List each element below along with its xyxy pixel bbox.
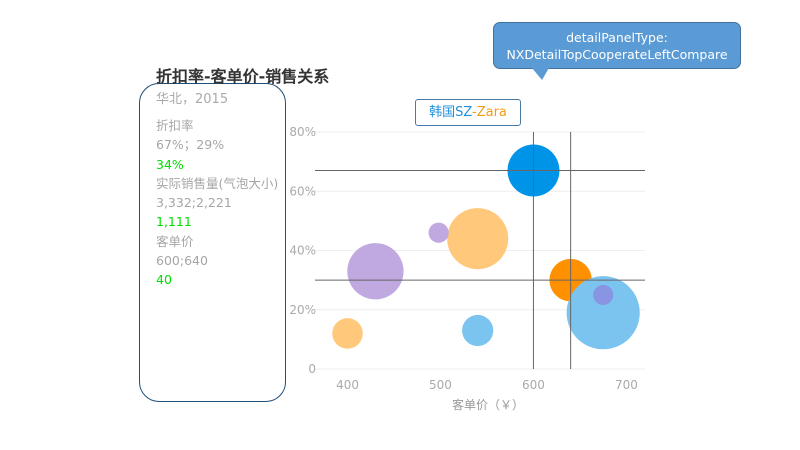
tick-layer: 0 20% 40% 60% 80% 400 500 600 700 [289, 125, 638, 392]
bubble[interactable] [332, 318, 363, 349]
y-tick-label: 80% [289, 125, 316, 139]
bubble[interactable] [428, 222, 449, 243]
x-tick-label: 500 [429, 378, 452, 392]
detail-panel [139, 83, 286, 402]
y-tick-label: 20% [289, 303, 316, 317]
bubble[interactable] [347, 243, 404, 300]
discount-rate-values: 67%；29% [156, 137, 225, 153]
chart-subtitle: 华北，2015 [156, 92, 229, 107]
legend[interactable]: 韩国SZ-Zara [415, 99, 521, 126]
callout-tail [532, 68, 549, 80]
detail-panel-type-callout: detailPanelType: NXDetailTopCooperateLef… [493, 22, 741, 69]
bubble[interactable] [462, 314, 494, 347]
callout-line-2: NXDetailTopCooperateLeftCompare [506, 47, 728, 62]
y-tick-label: 60% [289, 184, 316, 198]
x-tick-label: 600 [522, 378, 545, 392]
bubble[interactable] [447, 208, 509, 270]
x-tick-label: 400 [336, 378, 359, 392]
bubble[interactable] [566, 276, 640, 350]
discount-rate-label: 折扣率 [156, 118, 194, 133]
chart-title: 折扣率-客单价-销售关系 [156, 67, 330, 86]
detail-list: 折扣率 67%；29% 34% 实际销售量(气泡大小) 3,332;2,221 … [156, 116, 278, 290]
unit-price-values: 600;640 [156, 253, 208, 269]
sales-volume-values: 3,332;2,221 [156, 195, 232, 211]
crosshair-layer [315, 132, 645, 369]
legend-separator: - [472, 105, 477, 120]
x-tick-label: 700 [615, 378, 638, 392]
bubble[interactable] [593, 284, 614, 306]
unit-price-diff: 40 [156, 272, 172, 288]
legend-series-a: 韩国SZ [429, 105, 473, 120]
legend-series-b: Zara [476, 105, 507, 120]
sales-volume-diff: 1,111 [156, 214, 192, 230]
y-tick-label: 0 [308, 362, 316, 376]
callout-line-1: detailPanelType: [566, 30, 668, 45]
unit-price-label: 客单价 [156, 233, 194, 249]
discount-rate-diff: 34% [156, 156, 184, 172]
sales-volume-label: 实际销售量(气泡大小) [156, 175, 279, 191]
y-tick-label: 40% [289, 244, 316, 258]
x-axis-title: 客单价（￥） [452, 397, 524, 412]
bubble-layer [332, 144, 640, 350]
